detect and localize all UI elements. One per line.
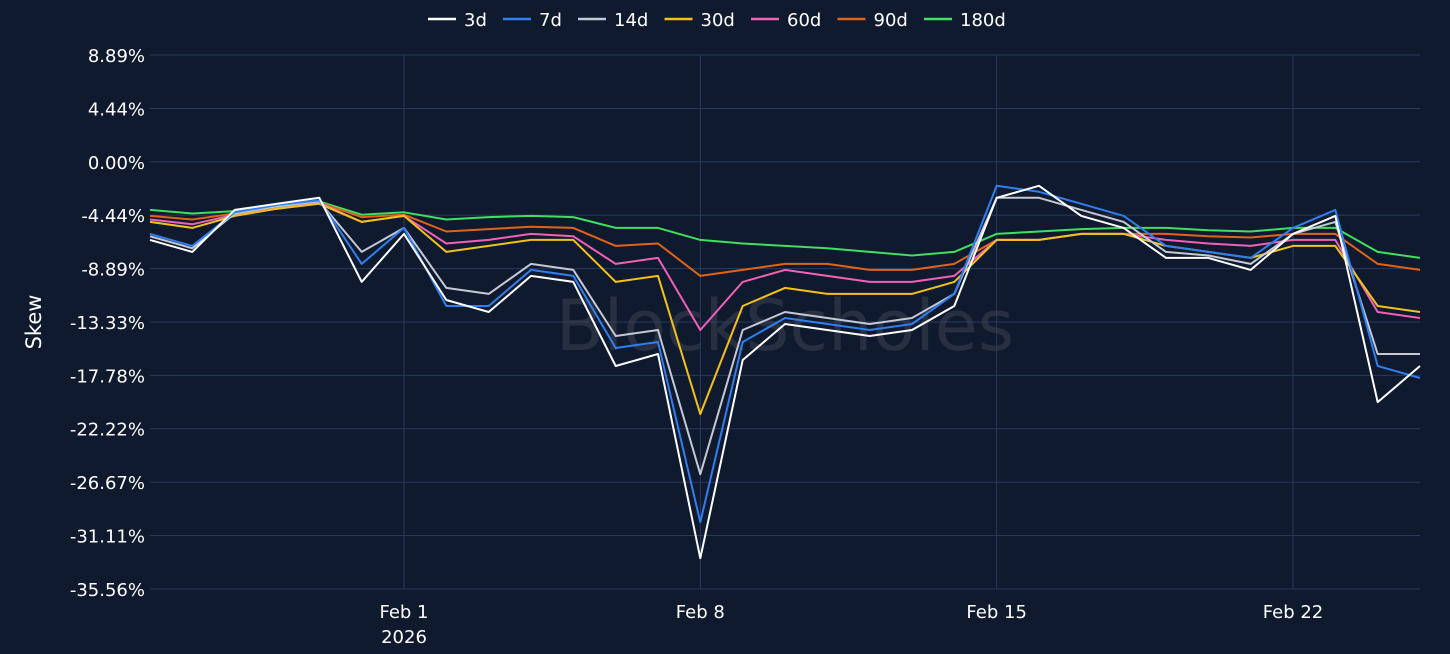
y-tick-label: -4.44% — [81, 206, 145, 227]
x-tick-label: Feb 1 — [379, 602, 428, 623]
legend-label: 14d — [614, 10, 648, 31]
y-tick-label: -17.78% — [70, 366, 145, 387]
y-tick-label: 0.00% — [88, 153, 145, 174]
y-tick-label: -31.11% — [70, 527, 145, 548]
series-line-14d — [149, 196, 1420, 476]
y-tick-label: -8.89% — [81, 260, 145, 281]
series-line-7d — [149, 184, 1421, 524]
series-line-180d — [149, 200, 1421, 259]
series-line-90d — [149, 201, 1421, 277]
legend-item-180d[interactable]: 180d — [924, 10, 1006, 31]
legend-label: 30d — [701, 10, 735, 31]
y-tick-label: 4.44% — [88, 99, 145, 120]
legend-item-60d[interactable]: 60d — [751, 10, 821, 31]
legend-label: 7d — [539, 10, 562, 31]
y-tick-label: -22.22% — [70, 420, 145, 441]
legend-item-7d[interactable]: 7d — [503, 10, 562, 31]
y-tick-label: -13.33% — [70, 313, 145, 334]
x-axis-ticks: Feb 1 2026 Feb 8 Feb 15 Feb 22 — [379, 602, 1323, 648]
legend-label: 3d — [464, 10, 487, 31]
y-axis-ticks: 8.89% 4.44% 0.00% -4.44% -8.89% -13.33% -17.78… — [70, 46, 145, 601]
grid — [150, 54, 1420, 590]
x-tick-sublabel: 2026 — [381, 627, 427, 648]
watermark: BlockScholes — [556, 285, 1014, 367]
x-tick-label: Feb 15 — [966, 602, 1027, 623]
y-tick-label: -35.56% — [70, 580, 145, 601]
y-tick-label: 8.89% — [88, 46, 145, 67]
legend-item-90d[interactable]: 90d — [837, 10, 908, 31]
legend-label: 180d — [960, 10, 1006, 31]
legend-label: 90d — [874, 10, 908, 31]
x-tick-label: Feb 8 — [676, 602, 725, 623]
legend-item-3d[interactable]: 3d — [428, 10, 487, 31]
legend: 3d 7d 14d 30d 60d 90d 180d — [428, 10, 1006, 31]
y-tick-label: -26.67% — [70, 473, 145, 494]
legend-item-30d[interactable]: 30d — [664, 10, 735, 31]
legend-item-14d[interactable]: 14d — [578, 10, 648, 31]
series-lines — [149, 184, 1421, 560]
y-axis-title: Skew — [22, 295, 46, 350]
legend-label: 60d — [787, 10, 821, 31]
series-line-3d — [149, 184, 1421, 560]
x-tick-label: Feb 22 — [1263, 602, 1324, 623]
